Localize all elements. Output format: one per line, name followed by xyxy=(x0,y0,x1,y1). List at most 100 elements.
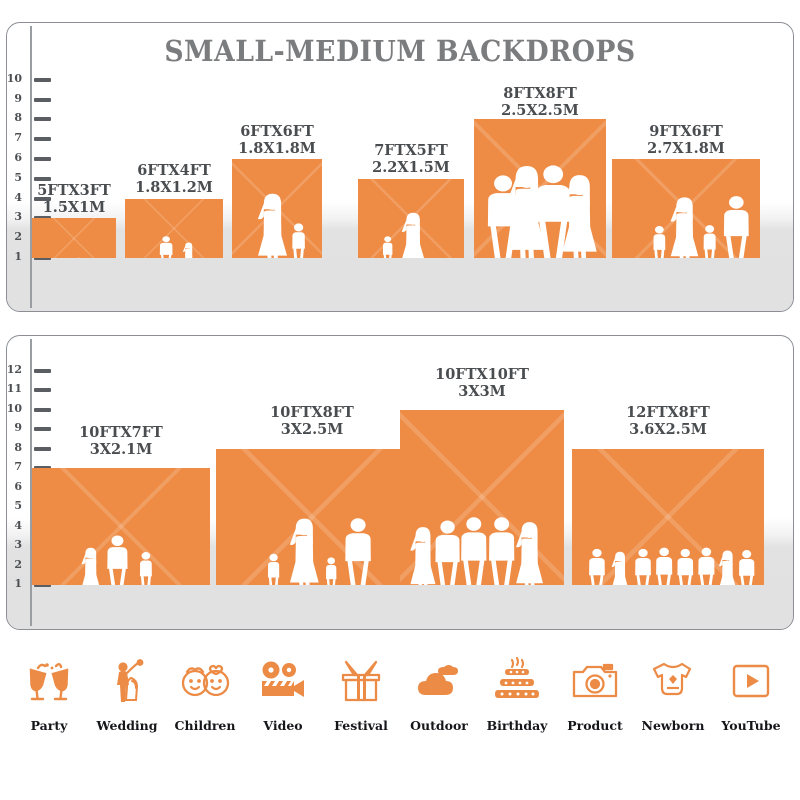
use-case-label: Newborn xyxy=(641,718,705,733)
use-case-item-youtube[interactable]: YouTube xyxy=(712,655,790,733)
bar-size-label: 5FTX3FT 1.5X1M xyxy=(32,182,116,216)
bar-size-imperial: 5FTX3FT xyxy=(37,182,111,199)
bar-size-label: 6FTX4FT 1.8X1.2M xyxy=(125,162,223,196)
axis-tick xyxy=(34,446,51,451)
axis-tick xyxy=(34,117,51,122)
use-case-label: YouTube xyxy=(721,718,781,733)
people-silhouettes xyxy=(32,232,116,258)
axis-tick-label: 10 xyxy=(6,71,22,85)
people-silhouettes xyxy=(125,213,223,258)
people-silhouettes xyxy=(474,133,606,258)
bar-size-metric: 3X2.1M xyxy=(89,441,153,458)
size-bar xyxy=(32,218,116,258)
people-silhouettes xyxy=(216,463,408,585)
axis-tick-label: 2 xyxy=(14,557,22,571)
bar-size-label: 10FTX7FT 3X2.1M xyxy=(32,424,210,458)
bar-size-label: 7FTX5FT 2.2X1.5M xyxy=(358,142,464,176)
use-case-item-product[interactable]: Product xyxy=(556,655,634,733)
axis-tick xyxy=(34,97,51,102)
axis-tick-label: 1 xyxy=(14,250,22,263)
chart-floor xyxy=(7,258,793,311)
axis-tick-label: 4 xyxy=(14,518,22,532)
axis-tick-label: 4 xyxy=(14,190,22,204)
size-bar xyxy=(572,448,764,585)
use-case-label: Product xyxy=(567,718,623,733)
axis-tick-label: 2 xyxy=(14,230,22,244)
axis-tick xyxy=(34,583,51,587)
people-silhouettes xyxy=(400,424,564,585)
bar-size-imperial: 7FTX5FT xyxy=(374,142,448,159)
use-case-item-outdoor[interactable]: Outdoor xyxy=(400,655,478,733)
gift-box-icon xyxy=(335,655,387,707)
bar-size-metric: 3X3M xyxy=(458,383,506,400)
bar-size-label: 10FTX8FT 3X2.5M xyxy=(216,404,408,438)
axis-tick xyxy=(34,388,51,392)
axis-tick-label: 10 xyxy=(6,401,22,415)
use-case-label: Video xyxy=(263,718,303,733)
people-silhouettes xyxy=(32,482,210,585)
bar-size-metric: 2.2X1.5M xyxy=(372,159,450,176)
birthday-cake-icon xyxy=(491,655,543,707)
size-bar xyxy=(474,119,606,258)
y-axis-bottom xyxy=(30,339,32,626)
size-bar xyxy=(32,468,210,585)
use-case-label: Birthday xyxy=(486,718,548,733)
axis-tick xyxy=(34,196,51,201)
champagne-toast-icon xyxy=(23,655,75,707)
axis-tick-label: 6 xyxy=(14,479,22,493)
use-case-label: Outdoor xyxy=(410,718,468,733)
people-silhouettes xyxy=(232,173,322,258)
axis-tick xyxy=(34,256,51,260)
cloud-icon xyxy=(413,655,465,707)
bar-size-imperial: 12FTX8FT xyxy=(626,404,710,421)
use-case-item-children[interactable]: Children xyxy=(166,655,244,733)
use-case-label: Party xyxy=(30,718,68,733)
axis-tick-label: 7 xyxy=(14,460,22,473)
camera-icon xyxy=(569,655,621,707)
use-case-label: Children xyxy=(174,718,236,733)
use-case-item-wedding[interactable]: Wedding xyxy=(88,655,166,733)
bar-size-metric: 3.6X2.5M xyxy=(629,421,707,438)
bar-size-label: 8FTX8FT 2.5X2.5M xyxy=(474,85,606,119)
bar-size-label: 9FTX6FT 2.7X1.8M xyxy=(612,123,760,157)
size-bar xyxy=(216,448,408,585)
axis-tick-label: 3 xyxy=(14,210,22,224)
play-button-icon xyxy=(725,655,777,707)
size-bar xyxy=(358,178,464,258)
use-case-icon-strip: Party Wedding Children xyxy=(10,655,790,760)
bar-size-label: 12FTX8FT 3.6X2.5M xyxy=(572,404,764,438)
bar-size-metric: 2.7X1.8M xyxy=(647,140,725,157)
two-kid-faces-icon xyxy=(179,655,231,707)
use-case-item-birthday[interactable]: Birthday xyxy=(478,655,556,733)
use-case-item-party[interactable]: Party xyxy=(10,655,88,733)
size-bar xyxy=(400,409,564,585)
bar-size-metric: 1.8X1.8M xyxy=(238,140,316,157)
bar-size-imperial: 10FTX7FT xyxy=(79,424,163,441)
bar-size-metric: 2.5X2.5M xyxy=(501,102,579,119)
bar-size-imperial: 6FTX6FT xyxy=(240,123,314,140)
bar-size-imperial: 6FTX4FT xyxy=(137,162,211,179)
axis-tick-label: 1 xyxy=(14,577,22,590)
axis-tick xyxy=(34,407,51,412)
axis-tick-label: 8 xyxy=(14,440,22,454)
axis-tick-label: 9 xyxy=(14,91,22,105)
people-silhouettes xyxy=(358,193,464,258)
axis-tick-label: 8 xyxy=(14,111,22,125)
axis-tick-label: 3 xyxy=(14,538,22,551)
axis-tick-label: 9 xyxy=(14,421,22,434)
axis-tick xyxy=(34,368,51,373)
bar-size-imperial: 9FTX6FT xyxy=(649,123,723,140)
bar-size-imperial: 10FTX8FT xyxy=(270,404,354,421)
axis-tick xyxy=(34,137,51,142)
bar-size-label: 10FTX10FT 3X3M xyxy=(400,366,564,400)
bar-size-label: 6FTX6FT 1.8X1.8M xyxy=(232,123,322,157)
use-case-item-video[interactable]: Video xyxy=(244,655,322,733)
axis-tick-label: 6 xyxy=(14,151,22,164)
axis-tick xyxy=(34,427,51,431)
size-bar xyxy=(232,159,322,258)
bar-size-metric: 3X2.5M xyxy=(280,421,344,438)
axis-tick-label: 12 xyxy=(6,362,22,376)
chart-floor xyxy=(7,585,793,629)
use-case-item-festival[interactable]: Festival xyxy=(322,655,400,733)
use-case-item-newborn[interactable]: Newborn xyxy=(634,655,712,733)
